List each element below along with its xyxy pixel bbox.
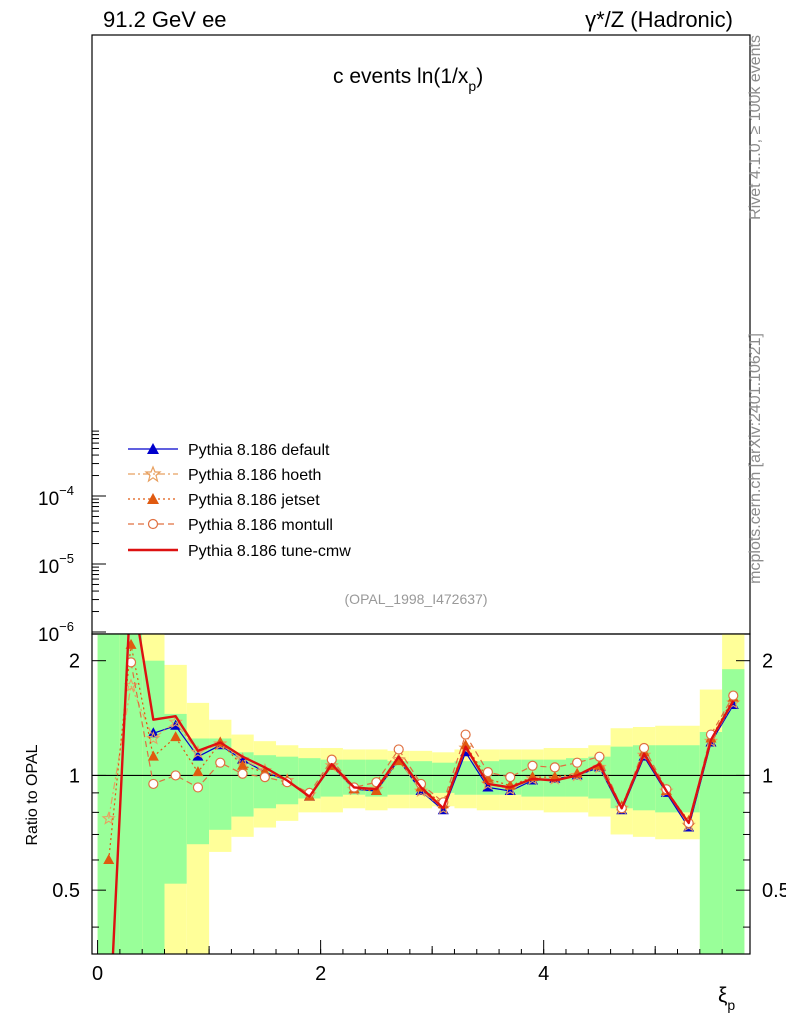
point-montull [237,768,248,779]
y-tick-label-left: 0.5 [52,880,80,902]
point-jetset [237,759,249,770]
point-jetset [103,853,115,864]
point-montull [192,782,204,793]
point-montull [728,690,739,701]
ratio-panel-frame [91,633,751,955]
point-hoeth [101,811,116,825]
mcplots-label: mcplots.cern.ch [arXiv:2401.10621] [747,333,764,584]
band-inner-23 [610,746,633,809]
upper-tick-label-1e-6: 10−6 [38,619,74,646]
x-tick-label: 4 [538,963,549,985]
legend-entry-hoeth: Pythia 8.186 hoeth [128,465,321,484]
point-hoeth [413,783,429,798]
point-montull [259,771,270,783]
point-montull [482,767,494,778]
y-tick-label-right: 1 [762,765,773,787]
x-axis-label: ξp [718,984,735,1013]
point-montull [170,770,181,781]
analysis-tag: (OPAL_1998_I472637) [345,591,488,607]
series-line-jetset [108,644,734,861]
legend-label-hoeth: Pythia 8.186 hoeth [188,467,321,484]
legend-entry-tunecmw: Pythia 8.186 tune-cmw [128,543,351,560]
band-inner-5 [209,738,232,830]
point-montull [638,742,650,754]
point-jetset [460,739,472,750]
process-label: γ*/Z (Hadronic) [585,7,733,32]
series-line-montull [130,662,734,824]
point-jetset [170,731,182,742]
upper-tick-label-1e-4: 10−4 [38,483,74,510]
legend-marker-default [147,443,159,454]
title-sub: p [468,78,476,94]
point-jetset [192,766,204,777]
series-tunecmw [111,634,735,954]
rivet-label: Rivet 4.1.0, ≥ 100k events [747,35,764,220]
x-tick-label: 2 [315,963,326,985]
band-inner-28 [722,669,745,954]
uncertainty-bands [97,634,745,954]
energy-label: 91.2 GeV ee [103,7,227,32]
band-inner-1 [119,634,143,954]
ratio-axis-ticks: 0 2 4 0.5 0.5 1 1 2 2 [52,651,786,985]
point-montull [594,751,605,762]
point-montull [148,778,159,790]
point-montull [505,771,516,783]
y-tick-label-right: 2 [762,651,773,673]
legend-label-default: Pythia 8.186 default [188,442,330,459]
point-montull [572,757,583,768]
legend-label-montull: Pythia 8.186 montull [188,517,333,534]
point-hoeth [636,747,652,762]
legend-label-tunecmw: Pythia 8.186 tune-cmw [188,543,351,560]
legend-entry-default: Pythia 8.186 default [128,442,330,459]
point-montull [460,729,471,740]
legend-marker-jetset [147,493,159,504]
point-montull [215,757,226,768]
y-tick-label-left: 2 [69,651,80,673]
point-default [192,750,204,761]
legend: Pythia 8.186 default Pythia 8.186 hoeth … [128,442,351,560]
band-inner-16 [454,761,477,795]
point-jetset [549,771,561,782]
point-montull [393,744,404,755]
legend-entry-jetset: Pythia 8.186 jetset [128,492,320,509]
band-inner-26 [677,745,700,813]
band-inner-25 [655,745,678,813]
band-inner-14 [409,761,433,795]
title-main: c events ln(1/x [333,65,469,88]
mc-series [101,634,741,954]
point-montull [527,760,538,771]
legend-marker-montull [147,518,159,530]
point-hoeth [458,740,473,755]
band-inner-15 [432,762,455,793]
x-tick-label: 0 [92,963,103,985]
point-hoeth [525,771,540,785]
legend-marker-hoeth [144,465,162,483]
point-hoeth [168,714,183,729]
legend-label-jetset: Pythia 8.186 jetset [188,492,320,509]
point-hoeth [146,731,161,745]
plot-title: c events ln(1/xp) [333,65,483,94]
series-line-tunecmw [111,634,735,954]
upper-y-ticks [92,430,106,633]
band-inner-6 [231,752,254,817]
title-close: ) [476,65,483,88]
band-inner-2 [142,660,165,954]
band-inner-0 [97,634,120,954]
point-montull [549,762,560,773]
point-montull [326,754,337,765]
band-inner-3 [164,713,187,884]
upper-tick-label-1e-5: 10−5 [38,551,74,578]
y-tick-label-right: 0.5 [762,880,786,902]
band-inner-27 [699,732,723,954]
point-jetset [147,750,159,761]
y-axis-label: Ratio to OPAL [24,744,41,845]
legend-entry-montull: Pythia 8.186 montull [128,517,333,534]
y-tick-label-left: 1 [69,765,80,787]
